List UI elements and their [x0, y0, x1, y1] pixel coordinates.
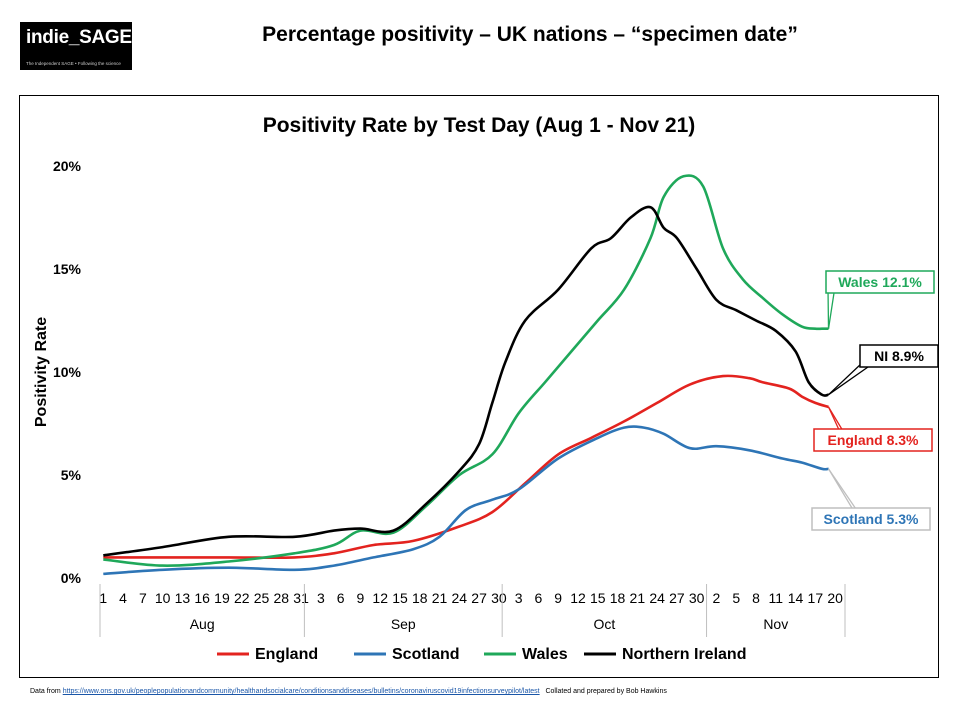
callout-label: NI 8.9% — [874, 348, 924, 364]
x-tick-label: 9 — [554, 590, 562, 606]
x-tick-label: 3 — [317, 590, 325, 606]
y-axis-label: Positivity Rate — [33, 317, 50, 427]
x-tick-label: 24 — [452, 590, 468, 606]
x-tick-label: 28 — [274, 590, 290, 606]
slide-title: Percentage positivity – UK nations – “sp… — [262, 23, 798, 46]
callout-box — [813, 428, 933, 452]
month-label: Aug — [190, 616, 215, 632]
callout-box — [859, 344, 938, 368]
positivity-chart: Positivity Rate by Test Day (Aug 1 - Nov… — [33, 114, 938, 663]
y-tick-label: 10% — [53, 364, 82, 380]
legend-label: Wales — [522, 646, 568, 663]
x-tick-label: 5 — [732, 590, 740, 606]
legend-label: Northern Ireland — [622, 646, 746, 663]
x-tick-label: 14 — [788, 590, 804, 606]
y-tick-label: 15% — [53, 261, 82, 277]
x-tick-label: 6 — [535, 590, 543, 606]
x-tick-label: 2 — [713, 590, 721, 606]
x-tick-label: 21 — [432, 590, 448, 606]
series-line-wales — [103, 174, 829, 567]
x-tick-label: 15 — [590, 590, 606, 606]
footer-data-from-label: Data from — [30, 688, 61, 695]
callout-label: England 8.3% — [827, 432, 919, 448]
x-tick-label: 16 — [194, 590, 210, 606]
series-line-scotland — [103, 425, 829, 576]
x-tick-label: 12 — [372, 590, 388, 606]
month-label: Nov — [763, 616, 788, 632]
x-tick-label: 15 — [392, 590, 408, 606]
x-tick-label: 27 — [471, 590, 487, 606]
footer: Data from https://www.ons.gov.uk/peoplep… — [30, 688, 667, 695]
x-tick-label: 30 — [689, 590, 705, 606]
legend-label: England — [255, 646, 318, 663]
legend-label: Scotland — [392, 646, 460, 663]
x-tick-label: 6 — [337, 590, 345, 606]
chart-title: Positivity Rate by Test Day (Aug 1 - Nov… — [263, 114, 696, 137]
indie-sage-logo: indie_SAGE The Independent SAGE • Follow… — [20, 22, 132, 70]
callout-box — [811, 507, 931, 531]
x-tick-label: 19 — [214, 590, 230, 606]
x-tick-label: 27 — [669, 590, 685, 606]
x-tick-label: 17 — [808, 590, 824, 606]
x-tick-label: 13 — [175, 590, 191, 606]
x-tick-label: 8 — [752, 590, 760, 606]
x-tick-label: 10 — [155, 590, 171, 606]
logo-text: indie_SAGE — [26, 27, 132, 48]
callout-label: Wales 12.1% — [838, 274, 922, 290]
month-label: Sep — [391, 616, 416, 632]
x-tick-label: 9 — [357, 590, 365, 606]
x-tick-label: 11 — [769, 590, 784, 606]
ons-source-link[interactable]: https://www.ons.gov.uk/peoplepopulationa… — [62, 688, 540, 695]
y-tick-label: 0% — [61, 570, 82, 586]
x-tick-label: 18 — [610, 590, 626, 606]
x-tick-label: 18 — [412, 590, 428, 606]
chart-frame: Positivity Rate by Test Day (Aug 1 - Nov… — [19, 95, 939, 678]
month-label: Oct — [593, 616, 615, 632]
x-tick-label: 4 — [119, 590, 127, 606]
x-tick-label: 1 — [99, 590, 107, 606]
callout-leader — [827, 468, 873, 513]
x-tick-label: 21 — [630, 590, 646, 606]
x-tick-label: 22 — [234, 590, 250, 606]
logo-tagline: The Independent SAGE • Following the sci… — [26, 61, 121, 66]
x-tick-label: 24 — [649, 590, 665, 606]
x-tick-label: 25 — [254, 590, 270, 606]
x-tick-label: 12 — [570, 590, 586, 606]
x-tick-label: 7 — [139, 590, 147, 606]
series-line-northern-ireland — [103, 205, 829, 557]
series-line-england — [103, 374, 829, 560]
x-tick-label: 30 — [491, 590, 507, 606]
x-tick-label: 31 — [293, 590, 309, 606]
callout-label: Scotland 5.3% — [824, 511, 919, 527]
y-tick-label: 20% — [53, 158, 82, 174]
footer-credit: Collated and prepared by Bob Hawkins — [545, 688, 667, 695]
y-tick-label: 5% — [61, 467, 82, 483]
callout-box — [825, 270, 935, 294]
x-tick-label: 20 — [827, 590, 843, 606]
x-tick-label: 3 — [515, 590, 523, 606]
